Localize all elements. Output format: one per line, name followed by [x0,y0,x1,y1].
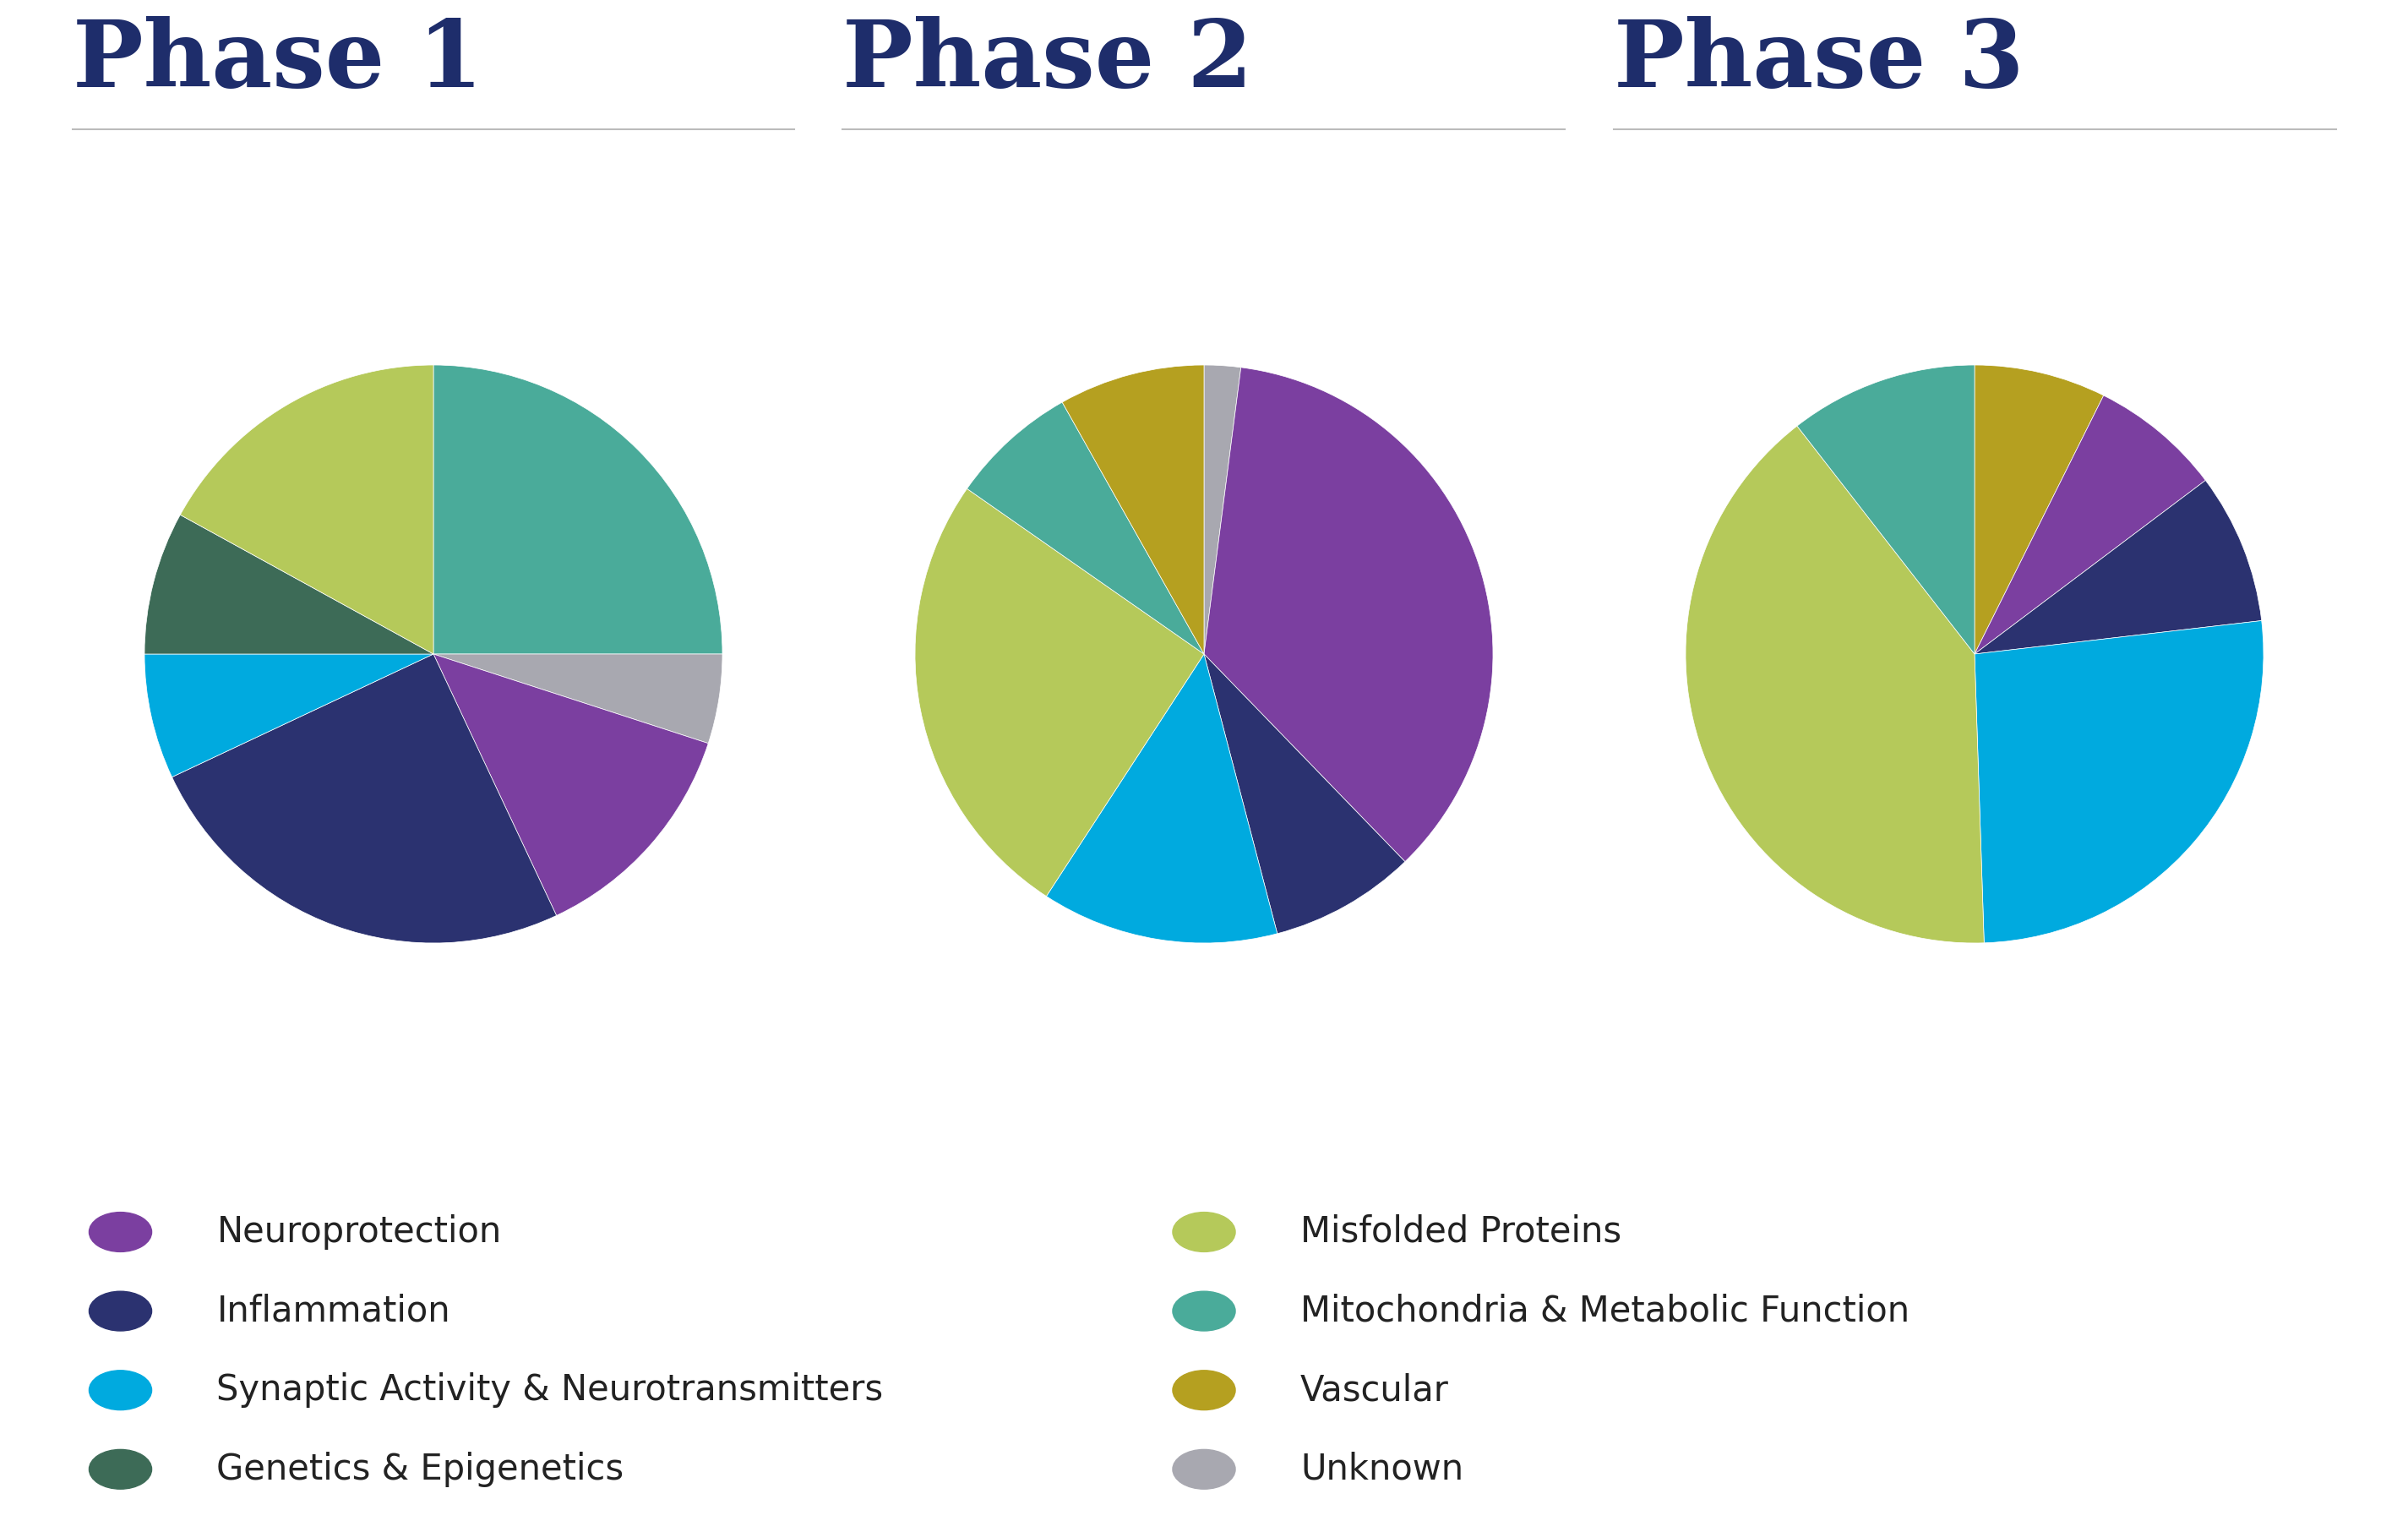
Wedge shape [433,654,708,916]
Wedge shape [1796,365,1975,654]
Wedge shape [1062,365,1204,654]
Wedge shape [1975,395,2206,654]
Text: Synaptic Activity & Neurotransmitters: Synaptic Activity & Neurotransmitters [217,1372,884,1408]
Wedge shape [1204,654,1404,934]
Wedge shape [144,514,433,654]
Text: Mitochondria & Metabolic Function: Mitochondria & Metabolic Function [1300,1293,1910,1329]
Text: Phase 2: Phase 2 [843,17,1252,106]
Text: Unknown: Unknown [1300,1451,1464,1488]
Wedge shape [144,654,433,777]
Wedge shape [1686,426,1984,943]
Text: Genetics & Epigenetics: Genetics & Epigenetics [217,1451,624,1488]
Text: Vascular: Vascular [1300,1372,1450,1408]
Wedge shape [433,365,722,654]
Wedge shape [171,654,556,943]
Text: Phase 1: Phase 1 [72,17,482,106]
Text: Misfolded Proteins: Misfolded Proteins [1300,1214,1621,1250]
Wedge shape [1975,365,2105,654]
Text: Neuroprotection: Neuroprotection [217,1214,501,1250]
Wedge shape [915,488,1204,896]
Text: Inflammation: Inflammation [217,1293,450,1329]
Wedge shape [1204,365,1240,654]
Wedge shape [1204,368,1493,861]
Wedge shape [433,654,722,744]
Wedge shape [1047,654,1276,943]
Wedge shape [1975,621,2264,943]
Wedge shape [968,402,1204,654]
Text: Phase 3: Phase 3 [1613,17,2023,106]
Wedge shape [1975,481,2261,654]
Wedge shape [181,365,433,654]
